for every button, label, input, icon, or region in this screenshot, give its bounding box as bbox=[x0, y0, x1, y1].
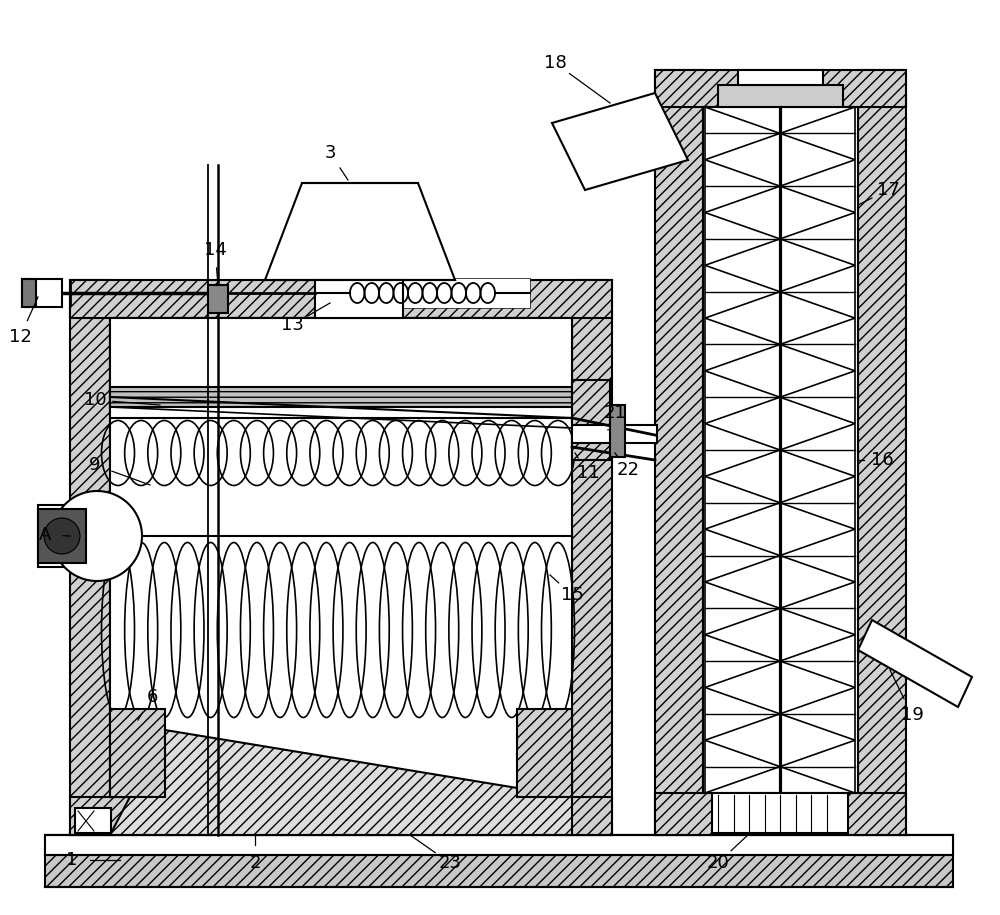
Polygon shape bbox=[858, 620, 972, 707]
Polygon shape bbox=[705, 107, 780, 160]
Bar bbox=[70, 280, 612, 318]
Polygon shape bbox=[552, 93, 688, 190]
Bar bbox=[110, 387, 572, 407]
Polygon shape bbox=[780, 212, 855, 265]
Polygon shape bbox=[705, 740, 780, 793]
Bar bbox=[45, 835, 953, 887]
Polygon shape bbox=[705, 265, 780, 318]
Bar bbox=[110, 318, 572, 418]
Bar bbox=[858, 70, 906, 835]
Text: 12: 12 bbox=[9, 328, 31, 346]
Polygon shape bbox=[705, 212, 780, 265]
Polygon shape bbox=[780, 160, 855, 212]
Bar bbox=[572, 425, 657, 443]
Bar bbox=[315, 278, 530, 308]
Bar bbox=[572, 380, 610, 460]
Polygon shape bbox=[780, 371, 855, 424]
Bar bbox=[110, 709, 165, 797]
Bar bbox=[22, 279, 62, 307]
Text: 11: 11 bbox=[577, 464, 599, 482]
Bar bbox=[703, 107, 858, 793]
Bar bbox=[572, 280, 612, 835]
Polygon shape bbox=[705, 160, 780, 212]
Bar bbox=[75, 808, 111, 833]
Bar bbox=[712, 793, 848, 833]
Polygon shape bbox=[705, 582, 780, 635]
Text: A: A bbox=[39, 526, 51, 544]
Polygon shape bbox=[705, 687, 780, 740]
Text: 2: 2 bbox=[249, 854, 261, 872]
Polygon shape bbox=[780, 740, 855, 793]
Bar bbox=[70, 280, 110, 835]
Text: 16: 16 bbox=[871, 451, 893, 469]
Circle shape bbox=[52, 491, 142, 581]
Text: 17: 17 bbox=[877, 181, 899, 199]
Text: 9: 9 bbox=[89, 456, 101, 474]
Text: 21: 21 bbox=[604, 404, 626, 422]
Bar bbox=[70, 797, 612, 835]
Polygon shape bbox=[780, 265, 855, 318]
Polygon shape bbox=[780, 477, 855, 529]
Text: 10: 10 bbox=[84, 391, 106, 409]
Polygon shape bbox=[705, 371, 780, 424]
Polygon shape bbox=[705, 635, 780, 687]
Bar bbox=[655, 793, 906, 835]
Polygon shape bbox=[780, 529, 855, 582]
Bar bbox=[38, 509, 86, 563]
Text: 20: 20 bbox=[707, 854, 729, 872]
Bar bbox=[655, 70, 906, 107]
Text: 14: 14 bbox=[204, 241, 226, 259]
Polygon shape bbox=[705, 477, 780, 529]
Polygon shape bbox=[780, 582, 855, 635]
Bar bbox=[718, 85, 843, 107]
Bar bbox=[208, 285, 228, 313]
Text: 18: 18 bbox=[544, 54, 566, 72]
Polygon shape bbox=[780, 107, 855, 160]
Polygon shape bbox=[780, 635, 855, 687]
Text: 3: 3 bbox=[324, 144, 336, 162]
Bar bbox=[610, 405, 625, 457]
Text: 15: 15 bbox=[561, 586, 583, 604]
Polygon shape bbox=[780, 318, 855, 371]
Polygon shape bbox=[780, 687, 855, 740]
Circle shape bbox=[44, 518, 80, 554]
Bar bbox=[517, 709, 572, 797]
Bar bbox=[315, 280, 403, 318]
Text: 23: 23 bbox=[438, 854, 462, 872]
Text: 19: 19 bbox=[901, 706, 923, 724]
Bar bbox=[655, 70, 703, 835]
Polygon shape bbox=[110, 730, 572, 835]
Polygon shape bbox=[705, 318, 780, 371]
Bar bbox=[738, 70, 823, 85]
Polygon shape bbox=[265, 183, 455, 280]
Text: 13: 13 bbox=[281, 316, 303, 334]
Polygon shape bbox=[705, 424, 780, 477]
Bar bbox=[45, 835, 953, 855]
Bar bbox=[110, 318, 572, 797]
Text: 22: 22 bbox=[616, 461, 640, 479]
Text: 1: 1 bbox=[66, 851, 78, 869]
Bar bbox=[38, 505, 123, 567]
Polygon shape bbox=[780, 424, 855, 477]
Bar bbox=[22, 279, 36, 307]
Text: 6: 6 bbox=[146, 688, 158, 706]
Polygon shape bbox=[705, 529, 780, 582]
